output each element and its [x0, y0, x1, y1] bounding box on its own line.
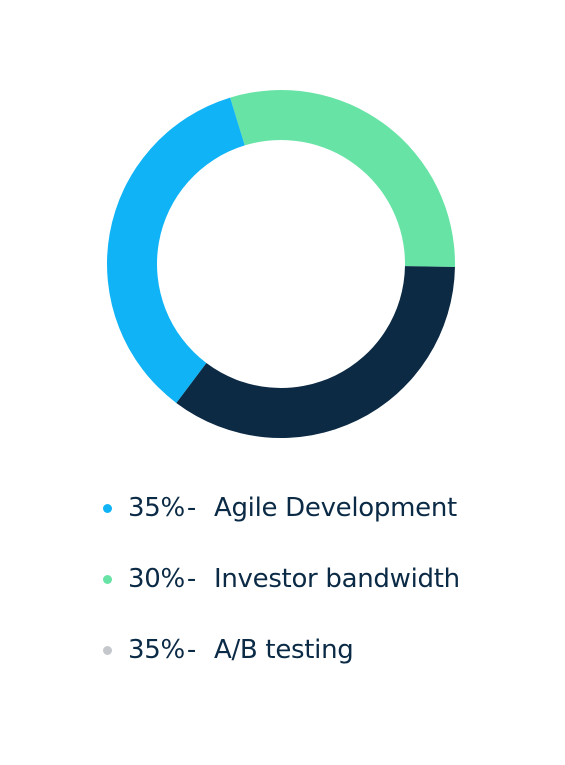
legend-value: 35%	[128, 493, 185, 523]
donut-chart	[106, 90, 455, 439]
legend-dot-icon	[103, 645, 112, 655]
legend-label: Agile Development	[213, 493, 457, 523]
legend-value: 30%	[128, 564, 185, 594]
legend-item-investor-bandwidth: 30% - Investor bandwidth	[100, 557, 540, 601]
legend-separator: -	[186, 635, 196, 665]
donut-slice-a-b-testing	[176, 266, 455, 439]
legend-value: 35%	[128, 635, 185, 665]
donut-slice-investor-bandwidth	[230, 90, 455, 268]
legend-item-agile-development: 35% - Agile Development	[100, 486, 540, 530]
legend-dot-icon	[103, 503, 112, 513]
donut-slice-agile-development	[106, 97, 245, 403]
legend-item-ab-testing: 35% - A/B testing	[100, 628, 540, 672]
legend-label: A/B testing	[213, 635, 354, 665]
chart-legend: 35% - Agile Development 30% - Investor b…	[100, 486, 540, 699]
legend-label: Investor bandwidth	[213, 564, 460, 594]
legend-dot-icon	[103, 574, 112, 584]
legend-separator: -	[186, 564, 196, 594]
legend-separator: -	[186, 493, 196, 523]
